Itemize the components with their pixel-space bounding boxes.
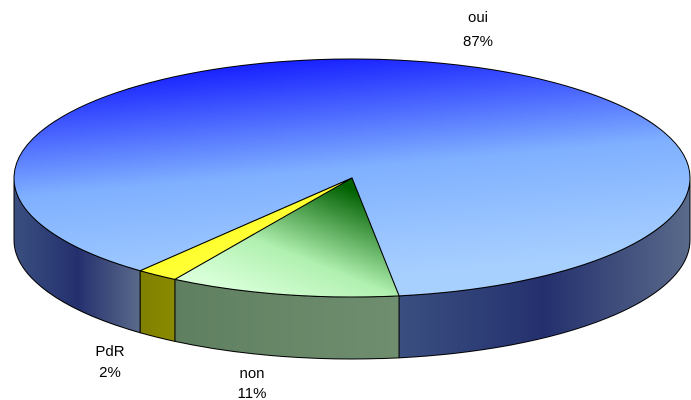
slice-value-label: 2% xyxy=(99,364,121,381)
slice-label: PdR xyxy=(95,343,124,360)
slice-value-label: 11% xyxy=(238,385,267,400)
slice-label: oui xyxy=(468,9,488,26)
slice-side xyxy=(139,270,176,342)
labels: oui 87% non 11% PdR 2% xyxy=(95,9,493,400)
slice xyxy=(173,177,400,298)
slice-value-label: 87% xyxy=(463,33,493,50)
pie-top xyxy=(13,58,691,298)
slice xyxy=(138,177,353,280)
slice-label: non xyxy=(239,365,264,382)
